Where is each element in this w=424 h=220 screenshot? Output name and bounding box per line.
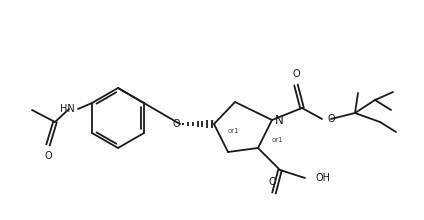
Text: O: O — [268, 177, 276, 187]
Text: or1: or1 — [228, 128, 240, 134]
Text: O: O — [44, 151, 52, 161]
Text: HN: HN — [60, 104, 75, 114]
Text: OH: OH — [316, 173, 331, 183]
Text: O: O — [172, 119, 180, 129]
Text: N: N — [275, 114, 283, 128]
Text: O: O — [327, 114, 335, 124]
Text: or1: or1 — [272, 137, 284, 143]
Text: O: O — [292, 69, 300, 79]
